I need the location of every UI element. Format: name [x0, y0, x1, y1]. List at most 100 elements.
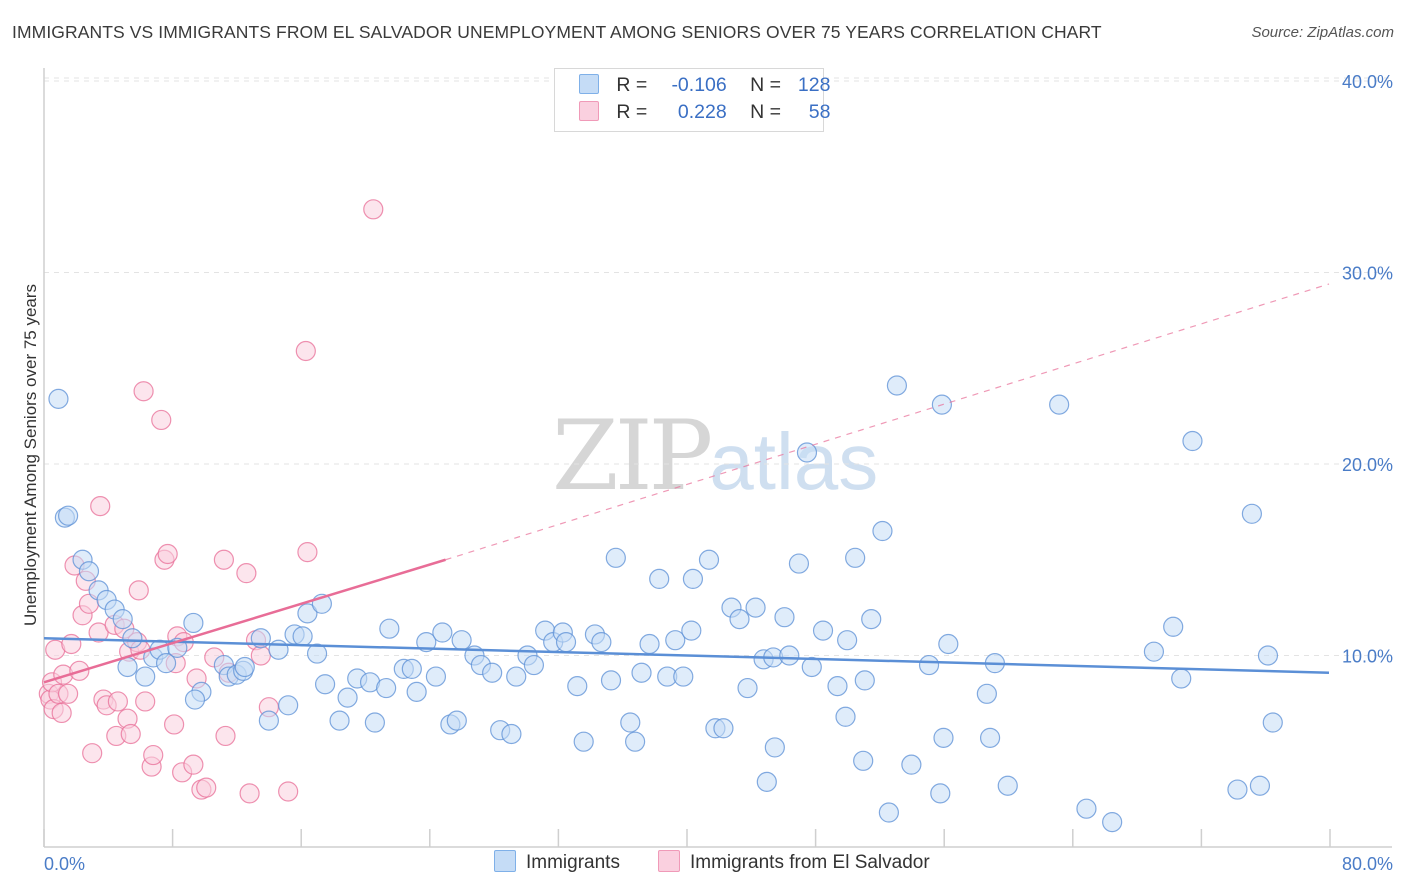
immigrants-point	[1049, 394, 1070, 415]
el-salvador-trend-extension	[445, 283, 1330, 561]
immigrants-point	[872, 520, 893, 542]
immigrants-point	[1102, 812, 1123, 833]
immigrants-point	[117, 656, 138, 678]
legend-n-label: N =	[750, 74, 782, 96]
el-salvador-point	[107, 691, 128, 712]
legend-n-value: 58	[808, 101, 831, 123]
legend-row-immigrants: R = -0.106 N = 128	[579, 73, 830, 100]
watermark-atlas: atlas	[709, 417, 879, 506]
immigrants-point	[482, 662, 503, 683]
legend-swatch-immigrants	[579, 73, 599, 94]
el-salvador-point	[363, 199, 384, 220]
immigrants-point	[779, 645, 800, 666]
el-salvador-point	[183, 754, 204, 775]
immigrants-point	[886, 375, 908, 396]
immigrants-point	[523, 654, 545, 676]
el-salvador-point	[236, 563, 257, 584]
immigrants-point	[698, 549, 720, 570]
tick-labels: 10.0% 20.0% 30.0% 40.0% 0.0% 80.0%	[44, 72, 1393, 874]
immigrants-point	[567, 676, 588, 697]
immigrants-point	[997, 775, 1018, 796]
immigrants-point	[555, 631, 577, 653]
immigrants-point	[416, 631, 437, 653]
immigrants-point	[1241, 503, 1263, 524]
immigrants-point	[845, 547, 866, 568]
immigrants-point	[401, 658, 422, 680]
immigrants-point	[591, 631, 612, 653]
immigrants-point	[376, 677, 397, 699]
immigrants-point	[853, 750, 874, 771]
y-tick-label: 10.0%	[1342, 647, 1393, 667]
immigrants-point	[432, 622, 453, 643]
axes	[43, 68, 1392, 848]
immigrants-point	[737, 677, 758, 699]
el-salvador-point	[295, 340, 316, 362]
immigrants-point	[918, 654, 940, 676]
immigrants-point	[268, 639, 289, 660]
el-salvador-point	[196, 777, 217, 798]
immigrants-point	[774, 607, 795, 628]
el-salvador-point	[90, 496, 111, 517]
immigrants-point	[306, 643, 328, 664]
el-salvador-point	[297, 541, 318, 563]
bottom-legend-label: Immigrants	[526, 852, 620, 874]
immigrants-point	[297, 603, 318, 624]
immigrants-point	[976, 683, 997, 704]
immigrants-point	[278, 695, 299, 716]
immigrants-point	[135, 666, 156, 687]
immigrants-point	[122, 628, 143, 649]
immigrants-point	[292, 626, 313, 647]
bottom-legend-swatch-immigrants	[494, 850, 516, 872]
chart-title: IMMIGRANTS VS IMMIGRANTS FROM EL SALVADO…	[12, 22, 1102, 42]
immigrants-point	[801, 656, 822, 678]
el-salvador-point	[164, 714, 185, 735]
el-salvador-point	[61, 633, 82, 655]
immigrants-point	[878, 802, 899, 823]
immigrants-point	[933, 727, 954, 748]
legend-r-label: R =	[616, 74, 648, 96]
immigrants-point	[1143, 641, 1165, 662]
immigrants-point	[446, 710, 467, 731]
immigrants-point	[406, 681, 427, 702]
watermark-zip: ZIP	[552, 400, 713, 512]
immigrants-point	[155, 653, 177, 674]
immigrants-point	[78, 561, 100, 582]
el-salvador-trend-line	[43, 558, 446, 684]
immigrants-point	[827, 676, 848, 697]
immigrants-point	[788, 553, 810, 574]
immigrants-point	[364, 712, 385, 733]
immigrants-point	[764, 737, 785, 758]
el-salvador-point	[82, 743, 103, 764]
immigrants-point	[938, 633, 959, 655]
immigrants-point	[639, 633, 660, 655]
immigrants-point	[796, 442, 818, 463]
immigrants-points	[48, 375, 1283, 833]
immigrants-trend-line	[43, 637, 1330, 674]
immigrants-point	[745, 597, 766, 618]
immigrants-point	[112, 609, 133, 630]
immigrants-point	[649, 568, 670, 590]
immigrants-point	[1163, 616, 1184, 637]
immigrants-point	[501, 723, 522, 745]
el-salvador-point	[51, 702, 72, 724]
immigrants-point	[861, 609, 882, 630]
immigrants-point	[337, 687, 358, 708]
bottom-legend-el-salvador: Immigrants from El Salvador	[658, 850, 930, 874]
immigrants-point	[1182, 430, 1203, 452]
immigrants-point	[183, 612, 204, 634]
immigrants-point	[329, 710, 350, 731]
immigrants-point	[57, 505, 79, 526]
immigrants-point	[234, 656, 255, 678]
immigrants-point	[631, 662, 652, 683]
immigrants-point	[314, 674, 336, 695]
el-salvador-point	[213, 549, 234, 570]
immigrants-point	[1227, 779, 1248, 800]
watermark: ZIPatlas	[552, 400, 878, 512]
source-label: Source: ZipAtlas.com	[1251, 24, 1394, 41]
bottom-legend-swatch-el-salvador	[658, 850, 680, 872]
immigrants-point	[379, 618, 400, 639]
immigrants-point	[665, 630, 686, 651]
x-tick-label: 0.0%	[44, 854, 85, 874]
el-salvador-points	[38, 199, 384, 804]
